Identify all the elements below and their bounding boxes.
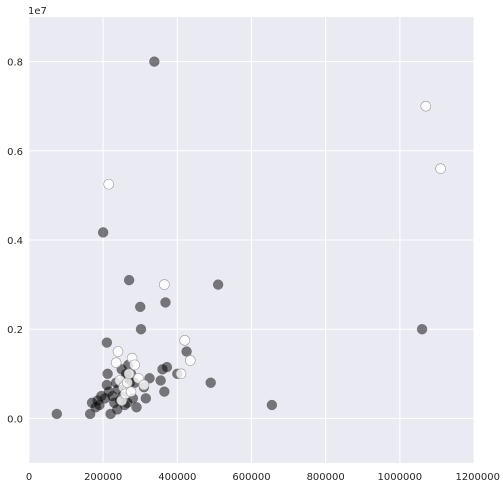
dark-data-point <box>135 301 146 313</box>
light-data-point <box>179 335 191 346</box>
dark-data-point <box>159 386 170 397</box>
dark-data-point <box>212 279 224 290</box>
grid-lines <box>28 17 475 463</box>
dark-data-point <box>102 368 113 380</box>
x-axis-ticks: 0 200000 400000 600000 800000 1000000 1200000 <box>26 472 500 483</box>
y-tick-label: 0.6 <box>7 147 23 158</box>
x-tick-label: 400000 <box>158 472 196 483</box>
light-data-point <box>138 379 150 391</box>
dark-data-point <box>155 375 166 386</box>
dark-data-point <box>101 337 113 348</box>
light-data-point <box>121 377 133 389</box>
dark-data-point <box>266 399 278 411</box>
y-tick-label: 0.2 <box>7 325 23 336</box>
dark-data-point <box>97 227 109 238</box>
dark-data-point <box>205 377 216 388</box>
y-axis-offset-label: 1e7 <box>28 6 47 17</box>
light-data-point <box>112 346 124 357</box>
light-data-point <box>123 368 135 380</box>
light-data-point <box>103 178 115 190</box>
y-tick-label: 0.0 <box>7 414 23 425</box>
light-data-point <box>159 279 170 290</box>
x-tick-label: 1000000 <box>378 472 423 483</box>
light-data-point <box>185 355 196 366</box>
light-data-point <box>435 163 446 174</box>
dark-data-point <box>131 402 142 413</box>
y-tick-label: 0.8 <box>7 58 23 69</box>
dark-data-point <box>149 56 160 67</box>
light-data-point <box>125 386 137 397</box>
dark-data-point <box>84 408 96 420</box>
x-tick-label: 200000 <box>84 472 122 483</box>
dark-data-point <box>123 274 135 286</box>
dark-data-point <box>135 323 147 335</box>
dark-data-point <box>161 361 173 373</box>
x-tick-label: 1200000 <box>455 472 500 483</box>
dark-data-point <box>160 297 171 308</box>
x-tick-label: 0 <box>26 472 32 483</box>
y-axis-ticks: 0.0 0.2 0.4 0.6 0.8 <box>7 58 23 426</box>
x-tick-label: 600000 <box>232 472 270 483</box>
light-data-point <box>110 357 122 368</box>
y-tick-label: 0.4 <box>7 236 23 247</box>
light-points <box>103 100 446 406</box>
dark-data-point <box>140 393 152 404</box>
light-data-point <box>420 100 432 112</box>
dark-data-point <box>416 323 428 335</box>
light-data-point <box>175 368 187 380</box>
x-tick-label: 800000 <box>307 472 345 483</box>
dark-data-point <box>51 408 63 420</box>
light-data-point <box>129 359 140 371</box>
dark-data-point <box>181 346 192 357</box>
